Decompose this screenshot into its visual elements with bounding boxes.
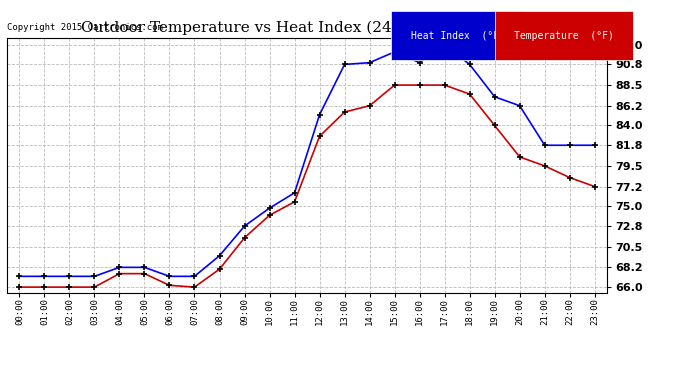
Text: Temperature  (°F): Temperature (°F) [514,31,614,40]
Text: Copyright 2015 Cartronics.com: Copyright 2015 Cartronics.com [7,23,163,32]
Text: Heat Index  (°F): Heat Index (°F) [411,31,504,40]
Title: Outdoor Temperature vs Heat Index (24 Hours) 20150905: Outdoor Temperature vs Heat Index (24 Ho… [81,21,533,35]
